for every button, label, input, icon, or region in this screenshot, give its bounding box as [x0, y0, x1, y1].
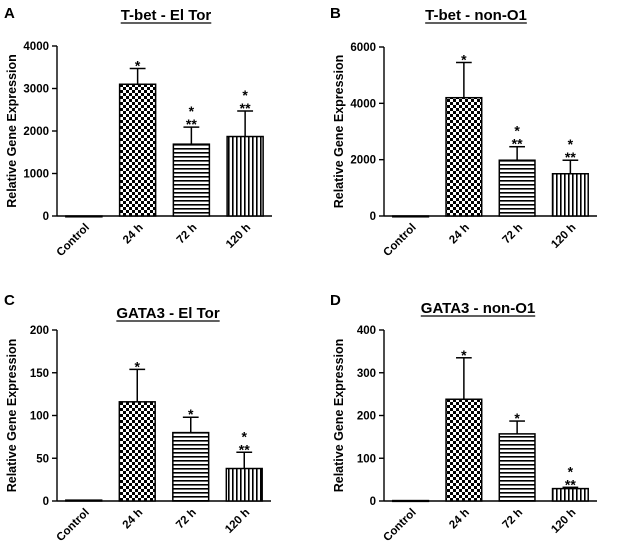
significance-mark: * — [568, 136, 574, 152]
x-tick-label: 120 h — [223, 507, 252, 536]
chart-panel-b: B T-bet - non-O1 Relative Gene Expression 0… — [330, 5, 597, 259]
significance-mark: ** — [565, 476, 576, 492]
panel-letter: D — [330, 292, 341, 309]
x-tick-label: 24 h — [447, 222, 472, 247]
y-tick-label: 1000 — [23, 169, 49, 181]
bar-24h — [445, 398, 483, 502]
chart-panel-c: C GATA3 - El Tor Relative Gene Expression 0… — [4, 292, 271, 544]
x-tick-label: Control — [54, 507, 91, 544]
y-axis-label: Relative Gene Expression — [5, 339, 19, 493]
x-tick-label: 120 h — [549, 507, 578, 536]
y-tick-label: 200 — [357, 411, 376, 423]
chart-title: T-bet - non-O1 — [425, 7, 527, 24]
x-tick-label: 24 h — [121, 222, 146, 247]
y-tick-label: 100 — [357, 453, 376, 465]
x-tick-label: 72 h — [174, 507, 199, 532]
y-tick-label: 0 — [370, 496, 376, 508]
chart-title: T-bet - El Tor — [121, 7, 212, 24]
bar-24h — [445, 96, 483, 217]
significance-mark: * — [461, 347, 467, 363]
chart-title: GATA3 - El Tor — [116, 305, 219, 322]
y-tick-label: 0 — [43, 496, 49, 508]
significance-mark: * — [461, 51, 467, 67]
bar-24h — [118, 401, 156, 502]
y-tick-label: 4000 — [350, 98, 376, 110]
significance-mark: ** — [565, 149, 576, 165]
significance-mark: * — [242, 87, 248, 103]
bar-72h — [172, 143, 211, 217]
x-tick-label: 72 h — [175, 222, 200, 247]
bar-72h — [172, 431, 210, 502]
bar-120h — [225, 467, 263, 502]
x-tick-label: Control — [381, 222, 418, 259]
bar-control — [65, 499, 103, 502]
bar-120h — [551, 173, 589, 217]
y-tick-label: 300 — [357, 368, 376, 380]
chart-title: GATA3 - non-O1 — [421, 300, 535, 317]
x-tick-label: 120 h — [224, 222, 253, 251]
y-tick-label: 3000 — [23, 84, 49, 96]
x-tick-label: 24 h — [121, 507, 146, 532]
x-tick-label: 72 h — [500, 222, 525, 247]
x-tick-label: Control — [55, 222, 92, 259]
significance-mark: * — [514, 410, 520, 426]
significance-mark: * — [514, 123, 520, 139]
y-tick-label: 400 — [357, 325, 376, 337]
y-tick-label: 4000 — [23, 41, 49, 53]
y-tick-label: 150 — [30, 368, 49, 380]
chart-panel-a: A T-bet - El Tor Relative Gene Expression 0… — [4, 5, 272, 259]
significance-mark: * — [189, 103, 195, 119]
significance-mark: * — [135, 358, 141, 374]
y-tick-label: 100 — [30, 411, 49, 423]
x-tick-label: Control — [381, 507, 418, 544]
y-tick-label: 0 — [43, 211, 49, 223]
bar-control — [392, 499, 430, 503]
bar-control — [65, 215, 103, 218]
bar-72h — [498, 159, 536, 217]
x-tick-label: 120 h — [549, 222, 578, 251]
y-tick-label: 6000 — [350, 42, 376, 54]
significance-mark: * — [135, 58, 141, 74]
panel-letter: A — [4, 5, 15, 22]
y-axis-label: Relative Gene Expression — [5, 54, 19, 208]
significance-mark: * — [242, 428, 248, 444]
significance-mark: * — [188, 406, 194, 422]
bar-72h — [498, 433, 536, 502]
y-tick-label: 2000 — [23, 126, 49, 138]
chart-panel-d: D GATA3 - non-O1 Relative Gene Expression 0… — [330, 292, 597, 544]
y-axis-label: Relative Gene Expression — [332, 55, 346, 209]
y-tick-label: 50 — [36, 453, 49, 465]
significance-mark: ** — [240, 100, 251, 116]
significance-mark: ** — [186, 116, 197, 132]
y-tick-label: 0 — [370, 211, 376, 223]
panel-letter: B — [330, 5, 341, 22]
y-axis-label: Relative Gene Expression — [332, 339, 346, 493]
y-tick-label: 200 — [30, 325, 49, 337]
x-tick-label: 72 h — [500, 507, 525, 532]
significance-mark: ** — [512, 136, 523, 152]
panel-letter: C — [4, 292, 15, 309]
bar-24h — [118, 83, 157, 217]
bar-control — [392, 215, 430, 218]
bar-120h — [226, 135, 264, 217]
x-tick-label: 24 h — [447, 507, 472, 532]
y-tick-label: 2000 — [350, 155, 376, 167]
significance-mark: * — [568, 463, 574, 479]
significance-mark: ** — [239, 441, 250, 457]
